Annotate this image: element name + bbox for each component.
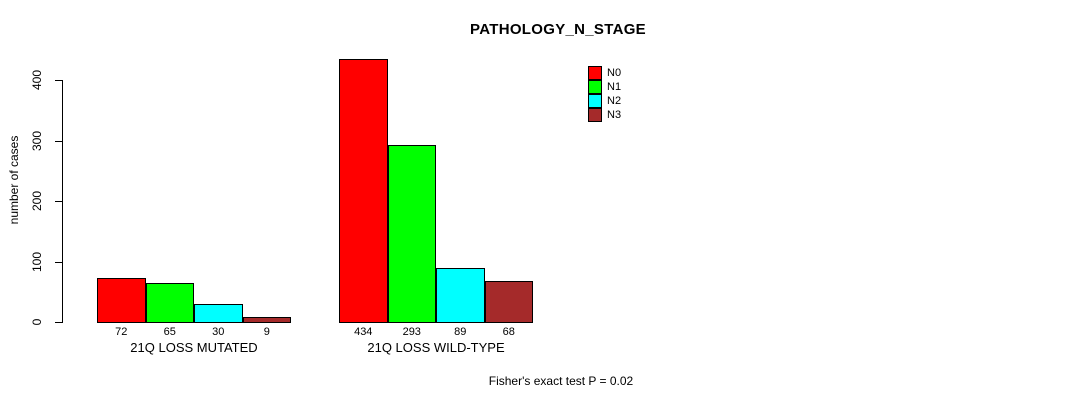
legend-item-n2: N2 (588, 94, 621, 108)
legend-swatch-icon (588, 66, 602, 80)
y-tick-label: 100 (30, 251, 44, 272)
y-tick-mark (55, 201, 62, 202)
category-label: 21Q LOSS MUTATED (130, 340, 258, 355)
bar-value-label: 434 (354, 326, 373, 338)
bar-n0-group2 (339, 59, 388, 323)
bar-n2-group1 (194, 303, 243, 323)
bar-value-label: 68 (502, 326, 515, 338)
legend-swatch-icon (588, 94, 602, 108)
bar-value-label: 30 (212, 326, 225, 338)
y-tick-mark (55, 322, 62, 323)
bar-value-label: 65 (163, 326, 176, 338)
legend-label: N0 (607, 67, 622, 79)
legend: N0 N1 N2 N3 (588, 66, 621, 122)
y-tick-label: 200 (30, 190, 44, 212)
y-tick-label: 300 (30, 130, 44, 151)
legend-label: N2 (607, 95, 622, 107)
y-tick-label: 0 (30, 318, 44, 326)
legend-item-n0: N0 (588, 66, 621, 80)
bar-n2-group2 (436, 268, 485, 323)
y-tick-label: 400 (30, 69, 44, 91)
legend-swatch-icon (588, 108, 602, 122)
chart-title: PATHOLOGY_N_STAGE (470, 21, 646, 38)
bar-value-label: 293 (402, 326, 421, 338)
bar-value-label: 89 (454, 326, 467, 338)
legend-swatch-icon (588, 80, 602, 94)
legend-item-n3: N3 (588, 108, 621, 122)
y-axis-line (62, 80, 63, 323)
legend-label: N3 (607, 109, 622, 121)
bar-value-label: 9 (263, 326, 270, 338)
bar-n1-group2 (387, 144, 436, 323)
bar-n0-group1 (97, 278, 146, 323)
legend-label: N1 (607, 81, 622, 93)
bar-n3-group2 (484, 280, 533, 323)
bar-n1-group1 (145, 282, 194, 323)
y-tick-mark (55, 140, 62, 142)
y-tick-mark (55, 261, 62, 263)
stat-test-annotation: Fisher's exact test P = 0.02 (488, 374, 634, 388)
bar-value-label: 72 (115, 326, 128, 338)
y-axis-label: number of cases (7, 135, 21, 225)
bar-n3-group1 (242, 316, 291, 323)
category-label: 21Q LOSS WILD-TYPE (367, 340, 505, 355)
legend-item-n1: N1 (588, 80, 621, 94)
y-tick-mark (55, 80, 62, 81)
